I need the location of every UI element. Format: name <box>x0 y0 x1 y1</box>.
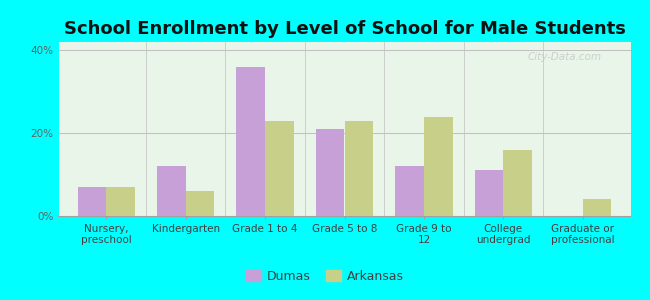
Bar <box>237 67 265 216</box>
Bar <box>344 121 373 216</box>
Bar <box>503 150 532 216</box>
Bar <box>424 117 452 216</box>
Legend: Dumas, Arkansas: Dumas, Arkansas <box>240 265 410 288</box>
Bar <box>77 187 106 216</box>
Bar <box>186 191 214 216</box>
Bar <box>157 166 186 216</box>
Bar <box>316 129 344 216</box>
Bar <box>265 121 294 216</box>
Bar <box>474 170 503 216</box>
Bar <box>395 166 424 216</box>
Title: School Enrollment by Level of School for Male Students: School Enrollment by Level of School for… <box>64 20 625 38</box>
Bar <box>106 187 135 216</box>
Bar <box>583 200 612 216</box>
Text: City-Data.com: City-Data.com <box>528 52 602 62</box>
